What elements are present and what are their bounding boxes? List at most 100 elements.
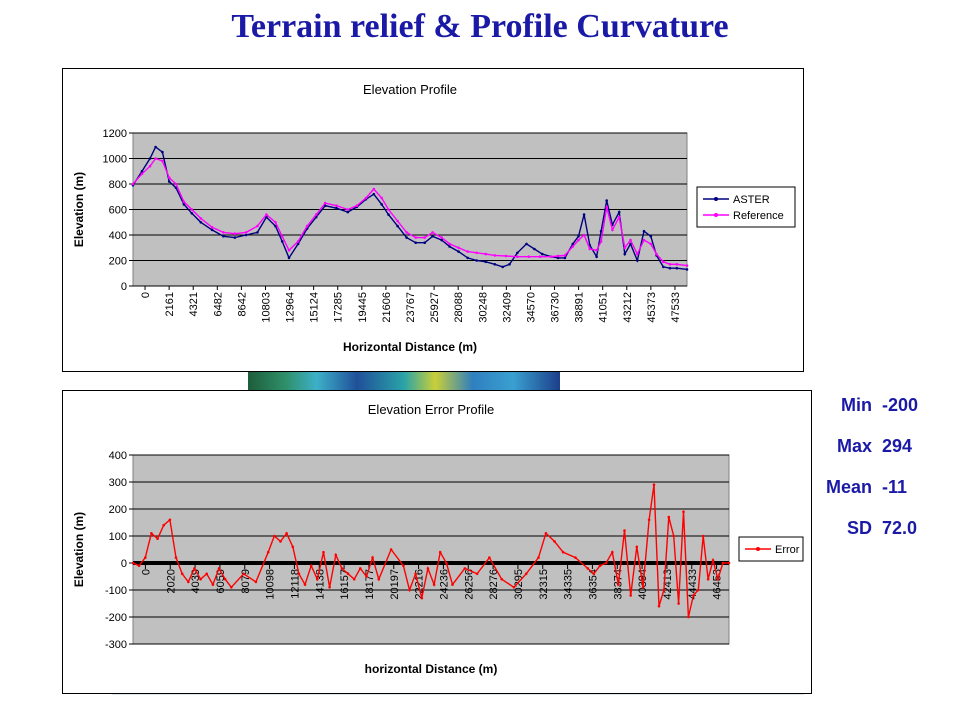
data-point	[623, 246, 627, 250]
data-point	[423, 241, 427, 244]
data-point	[692, 594, 695, 597]
data-point	[716, 577, 720, 581]
data-point	[675, 266, 679, 270]
data-point	[642, 238, 646, 242]
data-point	[377, 577, 381, 581]
data-point	[516, 251, 519, 255]
data-point	[697, 588, 700, 592]
x-tick-label: 10803	[260, 292, 272, 323]
data-point	[662, 588, 666, 592]
data-point	[556, 256, 560, 260]
data-point	[451, 583, 454, 586]
data-point	[501, 265, 505, 269]
stat-value: 294	[882, 436, 913, 456]
data-point	[599, 240, 603, 243]
data-point	[623, 529, 626, 532]
data-point	[538, 255, 542, 258]
stat-row-mean: Mean -11	[790, 467, 950, 508]
x-tick-label: 45373	[646, 292, 658, 323]
x-tick-label: 36354	[587, 569, 599, 600]
x-tick-label: 14138	[314, 569, 326, 600]
data-point	[222, 231, 225, 234]
data-point	[629, 242, 632, 246]
data-point	[148, 164, 152, 168]
data-point	[190, 212, 194, 215]
data-point	[190, 208, 194, 211]
data-point	[242, 572, 245, 576]
x-tick-label: 25927	[429, 292, 441, 323]
x-tick-label: 18177	[364, 569, 376, 600]
x-tick-label: 10098	[265, 569, 277, 600]
x-tick-label: 2161	[164, 292, 176, 316]
y-tick-label: 300	[109, 477, 127, 489]
y-tick-label: 0	[121, 558, 127, 570]
data-point	[423, 236, 427, 239]
data-point	[475, 572, 479, 576]
data-point	[352, 577, 356, 581]
elevation-profile-chart: Elevation Profile 0 200 400 600 800 1000 1200 0 2…	[72, 82, 796, 354]
data-point	[359, 567, 362, 570]
data-point	[182, 203, 186, 206]
data-point	[131, 182, 135, 186]
x-tick-label: 0	[140, 292, 152, 298]
data-point	[533, 247, 536, 251]
data-point	[524, 572, 528, 576]
data-point	[556, 254, 560, 258]
data-point	[445, 561, 448, 565]
x-tick-label: 34570	[525, 292, 537, 323]
x-tick-label: 43212	[622, 292, 634, 323]
data-point	[303, 583, 307, 586]
data-point	[685, 268, 689, 271]
data-point	[396, 224, 399, 228]
data-point	[364, 196, 368, 200]
data-point	[662, 260, 665, 264]
y-tick-label: 1000	[103, 154, 127, 166]
data-point	[484, 260, 488, 264]
y-tick-label: 400	[109, 230, 127, 242]
data-point	[389, 548, 393, 551]
data-point	[217, 567, 221, 570]
data-point	[291, 545, 295, 549]
data-point	[438, 550, 442, 554]
data-point	[210, 228, 214, 232]
data-point	[161, 159, 164, 163]
stat-value: -200	[882, 395, 919, 415]
data-point	[711, 559, 715, 562]
stat-label: SD	[846, 518, 872, 538]
data-point	[174, 182, 178, 186]
data-point	[244, 231, 248, 234]
data-point	[396, 219, 399, 223]
data-point	[156, 537, 159, 540]
data-point	[193, 567, 196, 570]
data-point	[150, 532, 153, 535]
data-point	[448, 242, 451, 246]
data-point	[199, 577, 202, 581]
data-point	[174, 556, 178, 559]
data-point	[280, 235, 284, 238]
data-point	[672, 534, 675, 538]
data-point	[701, 534, 705, 538]
zero-axis-bar	[133, 561, 729, 565]
data-point	[265, 213, 268, 216]
data-point	[525, 242, 528, 246]
data-point	[346, 210, 350, 214]
x-axis-label: horizontal Distance (m)	[365, 662, 498, 676]
data-point	[266, 550, 270, 554]
elevation-error-chart-panel: Elevation Error Profile -300 -200 -100 0 100 2…	[62, 390, 812, 694]
x-tick-label: 6059	[215, 569, 227, 593]
y-tick-label: 400	[109, 450, 127, 462]
error-stats-table: Min -200 Max 294 Mean -11 SD 72.0	[790, 385, 950, 549]
data-point	[466, 256, 470, 260]
x-tick-label: 8642	[236, 292, 248, 316]
chart-title: Elevation Error Profile	[368, 402, 494, 417]
data-point	[167, 176, 171, 179]
x-tick-label: 6482	[212, 292, 224, 316]
data-point	[463, 567, 467, 570]
x-tick-label: 12118	[289, 569, 301, 599]
data-point	[199, 217, 203, 220]
data-point	[582, 213, 586, 216]
data-point	[335, 206, 338, 210]
data-point	[346, 572, 350, 576]
stat-label: Max	[836, 436, 872, 456]
x-tick-label: 16157	[339, 569, 351, 600]
